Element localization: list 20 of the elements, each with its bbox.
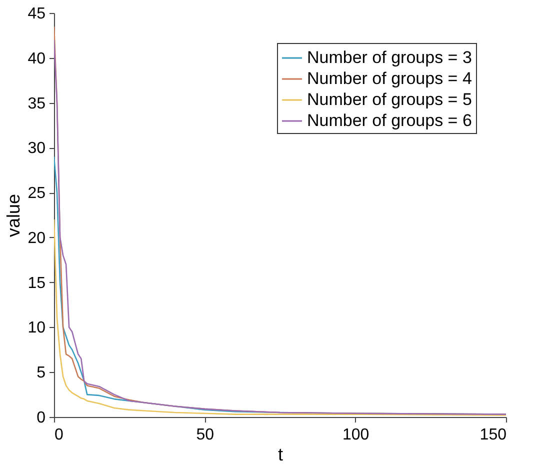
y-tick-label: 5 <box>36 364 46 382</box>
y-axis-title: value <box>4 194 24 238</box>
y-tick-label: 40 <box>28 50 46 68</box>
y-tick-label: 25 <box>28 185 46 202</box>
x-axis-title: t <box>278 444 284 464</box>
legend-label: Number of groups = 3 <box>307 48 472 67</box>
y-tick-label: 15 <box>28 274 46 292</box>
y-tick-label: 0 <box>36 410 46 426</box>
y-tick-label: 35 <box>28 95 46 112</box>
legend-label: Number of groups = 4 <box>307 69 472 88</box>
legend-label: Number of groups = 6 <box>307 111 472 130</box>
x-tick-label: 0 <box>54 426 64 444</box>
y-tick-label: 30 <box>28 140 46 158</box>
x-tick-label: 100 <box>342 426 370 444</box>
x-tick-label: 150 <box>480 426 507 444</box>
y-tick-label: 10 <box>28 320 46 337</box>
y-tick-label: 20 <box>28 230 46 247</box>
legend-label: Number of groups = 5 <box>307 90 472 109</box>
y-tick-label: 45 <box>28 6 46 22</box>
x-tick-label: 50 <box>196 426 214 444</box>
